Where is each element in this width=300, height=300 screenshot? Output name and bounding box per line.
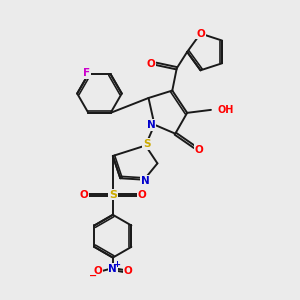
- Text: −: −: [88, 271, 97, 281]
- Text: N: N: [109, 264, 117, 274]
- Text: S: S: [143, 139, 151, 149]
- Text: O: O: [79, 190, 88, 200]
- Text: +: +: [113, 260, 120, 269]
- Text: S: S: [109, 190, 117, 200]
- Text: O: O: [124, 266, 133, 276]
- Text: OH: OH: [218, 105, 234, 115]
- Text: O: O: [195, 145, 203, 155]
- Text: O: O: [93, 266, 102, 276]
- Text: N: N: [146, 120, 155, 130]
- Text: O: O: [146, 59, 155, 69]
- Text: N: N: [141, 176, 150, 186]
- Text: F: F: [83, 68, 90, 78]
- Text: O: O: [138, 190, 146, 200]
- Text: O: O: [196, 28, 205, 38]
